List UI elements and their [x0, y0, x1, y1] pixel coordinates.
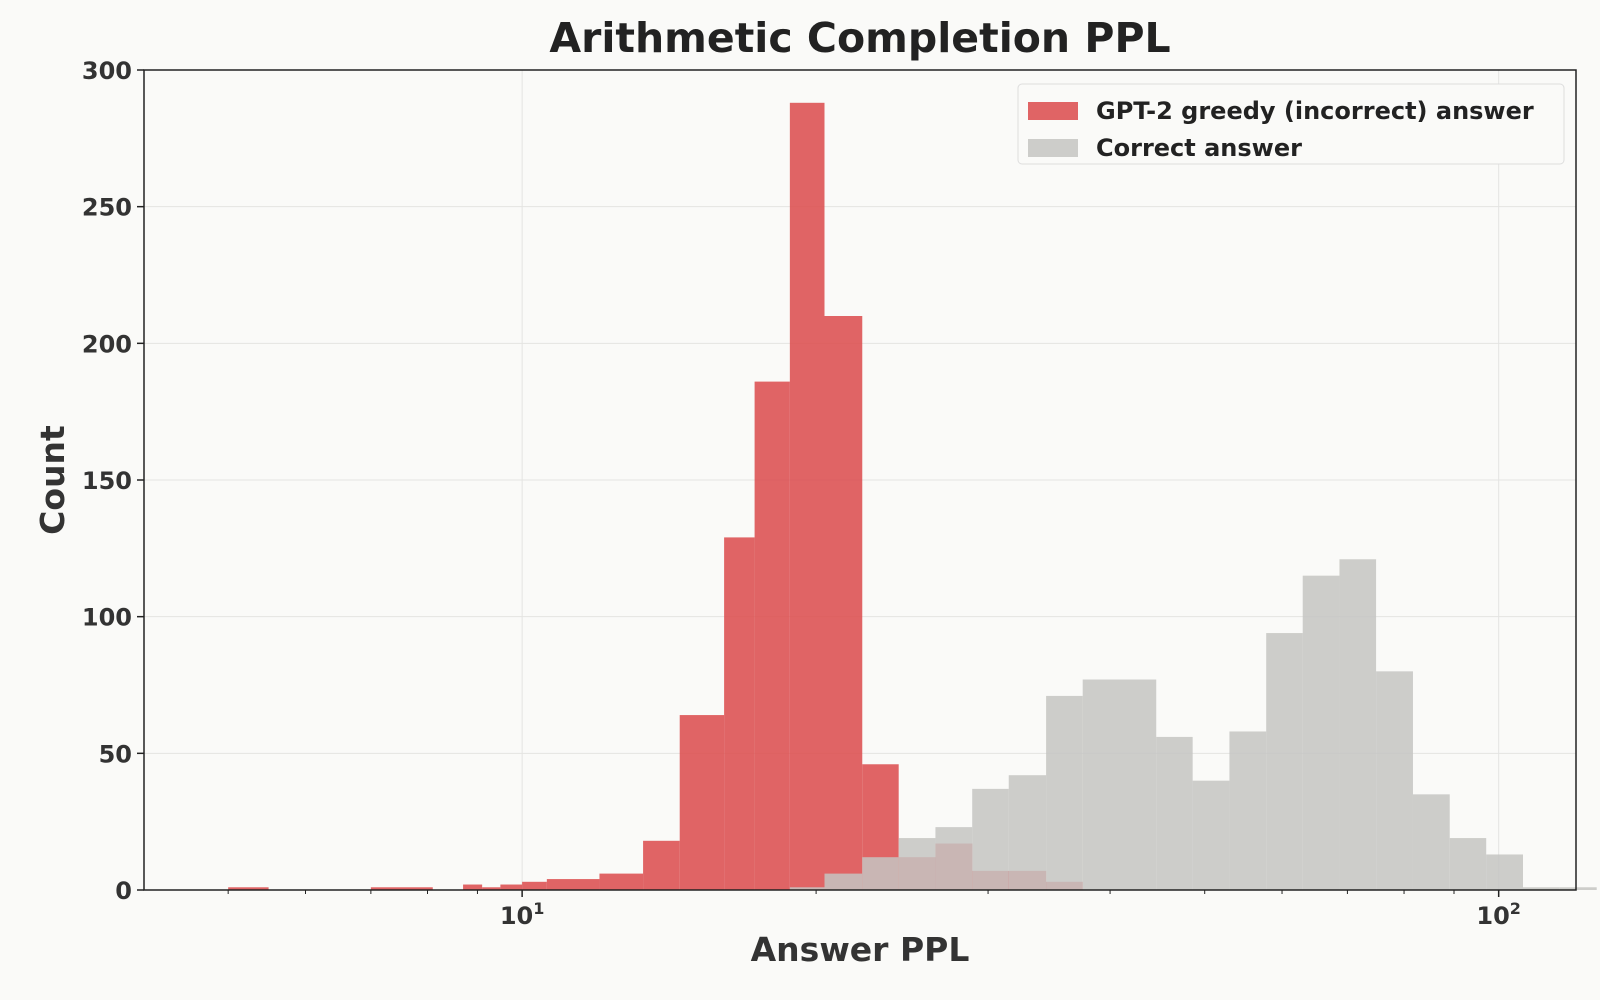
histogram-bar [228, 887, 269, 890]
histogram-bar [370, 887, 433, 890]
histogram-bar [1449, 838, 1487, 890]
axis-ticks: 0 50 100 150 200 250 300 101 102 [82, 57, 1521, 930]
histogram-bar [679, 715, 725, 890]
histogram-bar [522, 881, 547, 890]
y-tick-label: 300 [82, 57, 132, 85]
histogram-bar [898, 838, 936, 890]
histogram-bar [1046, 695, 1083, 890]
histogram-bar [724, 537, 755, 890]
x-tick-label: 101 [500, 899, 545, 930]
x-tick-label: 102 [1476, 899, 1521, 930]
y-tick-label: 150 [82, 467, 132, 495]
legend: GPT-2 greedy (incorrect) answer Correct a… [1017, 83, 1565, 165]
y-tick-label: 50 [99, 740, 132, 768]
histogram-bar [500, 884, 523, 890]
histogram-bar [972, 788, 1009, 890]
histogram-bar [482, 887, 501, 890]
histogram-bar [1559, 887, 1597, 890]
histogram-bar [1192, 780, 1230, 890]
histogram-bar [824, 873, 863, 890]
histogram-bar [862, 857, 899, 890]
series-correct [789, 559, 1597, 890]
histogram-bar [1486, 854, 1523, 890]
histogram-bar [643, 840, 680, 890]
histogram-bar [754, 381, 790, 890]
histogram-bar [1522, 887, 1560, 890]
histogram-bars [228, 102, 1597, 891]
histogram-bar [463, 884, 483, 890]
histogram-bar [1008, 775, 1047, 890]
y-tick-label: 100 [82, 604, 132, 632]
histogram-bar [546, 879, 600, 890]
legend-swatch-incorrect [1028, 102, 1078, 120]
chart-title: Arithmetic Completion PPL [549, 14, 1171, 62]
histogram-bar [599, 873, 644, 890]
histogram-bar [1339, 559, 1377, 890]
histogram-bar [1266, 633, 1303, 890]
histogram-bar [1229, 731, 1267, 890]
x-axis-label: Answer PPL [751, 930, 970, 969]
legend-swatch-correct [1028, 139, 1078, 157]
legend-label-incorrect: GPT-2 greedy (incorrect) answer [1096, 97, 1534, 125]
legend-label-correct: Correct answer [1096, 134, 1302, 162]
histogram-bar [1412, 794, 1450, 890]
histogram-bar [1082, 679, 1120, 890]
series-incorrect [228, 102, 1083, 891]
histogram-bar [789, 102, 825, 891]
histogram-bar [1376, 671, 1413, 890]
histogram-bar [824, 316, 863, 890]
histogram-bar [1119, 679, 1157, 890]
histogram-bar [1302, 575, 1340, 890]
histogram-bar [935, 827, 973, 890]
y-tick-label: 200 [82, 330, 132, 358]
legend-box [1017, 83, 1565, 165]
histogram-bar [1156, 736, 1193, 890]
histogram-bar [789, 887, 825, 890]
y-tick-label: 0 [115, 877, 132, 905]
y-tick-label: 250 [82, 194, 132, 222]
y-axis-label: Count [33, 425, 72, 535]
